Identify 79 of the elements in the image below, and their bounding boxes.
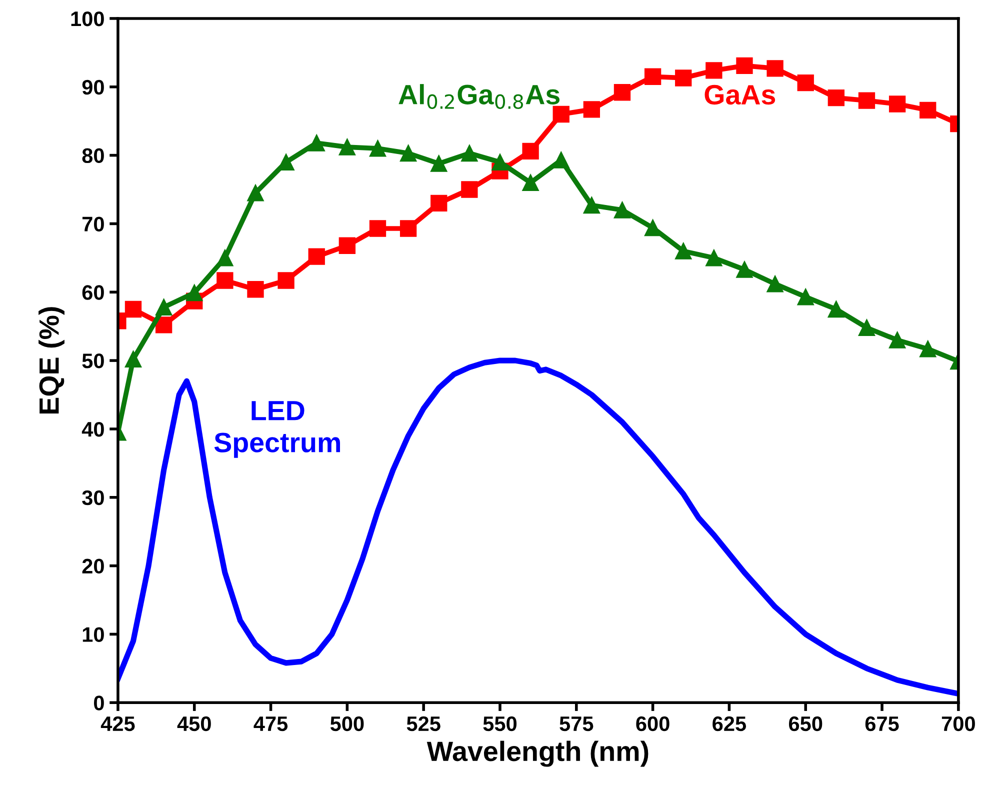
x-tick-label: 475 [254, 716, 288, 732]
y-tick-label: 10 [82, 627, 104, 642]
point [858, 319, 876, 336]
point [552, 152, 570, 168]
point [797, 74, 814, 92]
point [308, 248, 325, 265]
y-tick-label: 100 [71, 11, 104, 26]
point [644, 68, 662, 85]
point [706, 250, 722, 266]
point [736, 57, 753, 74]
point [920, 102, 936, 118]
point [858, 92, 876, 109]
point [920, 340, 936, 358]
point [186, 284, 203, 302]
point [888, 96, 906, 112]
point [492, 154, 508, 170]
series-label: Al$_{0.2}$Ga$_{0.8}$As [398, 84, 560, 110]
point [644, 219, 662, 236]
x-tick-label: 600 [636, 716, 670, 732]
point [278, 272, 294, 289]
point [430, 194, 448, 212]
x-tick-label: 625 [712, 716, 746, 732]
point [247, 281, 264, 298]
point [247, 184, 264, 202]
point [155, 316, 172, 334]
y-tick-label: 30 [82, 490, 104, 506]
x-tick-label: 550 [483, 716, 517, 732]
series-label: GaAs [704, 84, 776, 105]
y-tick-label: 40 [82, 422, 104, 437]
point [797, 288, 814, 306]
point [675, 70, 692, 86]
point [369, 140, 386, 157]
point [124, 300, 142, 318]
point [552, 106, 570, 123]
x-tick-label: 700 [942, 716, 975, 732]
point [216, 272, 234, 289]
point [155, 298, 172, 316]
point [338, 138, 356, 156]
point [522, 142, 539, 160]
point [369, 220, 386, 237]
point [461, 181, 478, 198]
point [766, 60, 784, 77]
point [338, 237, 356, 254]
point [522, 174, 539, 191]
point [766, 276, 784, 292]
x-tick-label: 450 [177, 716, 211, 732]
x-tick-label: 575 [560, 716, 594, 732]
y-tick-label: 70 [82, 216, 104, 232]
y-tick-label: 60 [82, 285, 104, 300]
y-tick-label: 0 [94, 696, 104, 710]
y-axis-title: EQE (%) [38, 307, 64, 414]
y-tick-label: 90 [82, 80, 104, 95]
point [308, 134, 325, 152]
y-tick-label: 20 [82, 558, 104, 574]
series-label: LED Spectrum [214, 401, 340, 458]
point [675, 242, 692, 260]
point [888, 332, 906, 348]
x-tick-label: 675 [865, 716, 899, 732]
point [828, 300, 845, 318]
x-tick-label: 425 [100, 716, 135, 732]
x-tick-label: 500 [330, 716, 364, 732]
x-tick-label: 525 [406, 716, 440, 732]
y-tick-label: 50 [82, 354, 104, 368]
point [216, 250, 234, 266]
point [430, 155, 448, 172]
point [400, 144, 417, 162]
x-tick-label: 650 [788, 716, 822, 732]
point [614, 84, 631, 101]
point [400, 220, 417, 237]
point [461, 144, 478, 162]
point [124, 350, 142, 368]
point [828, 89, 845, 106]
point [583, 196, 600, 214]
point [614, 202, 631, 218]
point [706, 62, 722, 79]
point [583, 101, 600, 118]
y-tick-label: 80 [82, 148, 104, 164]
point [736, 261, 753, 278]
x-axis-title: Wavelength (nm) [426, 740, 648, 767]
